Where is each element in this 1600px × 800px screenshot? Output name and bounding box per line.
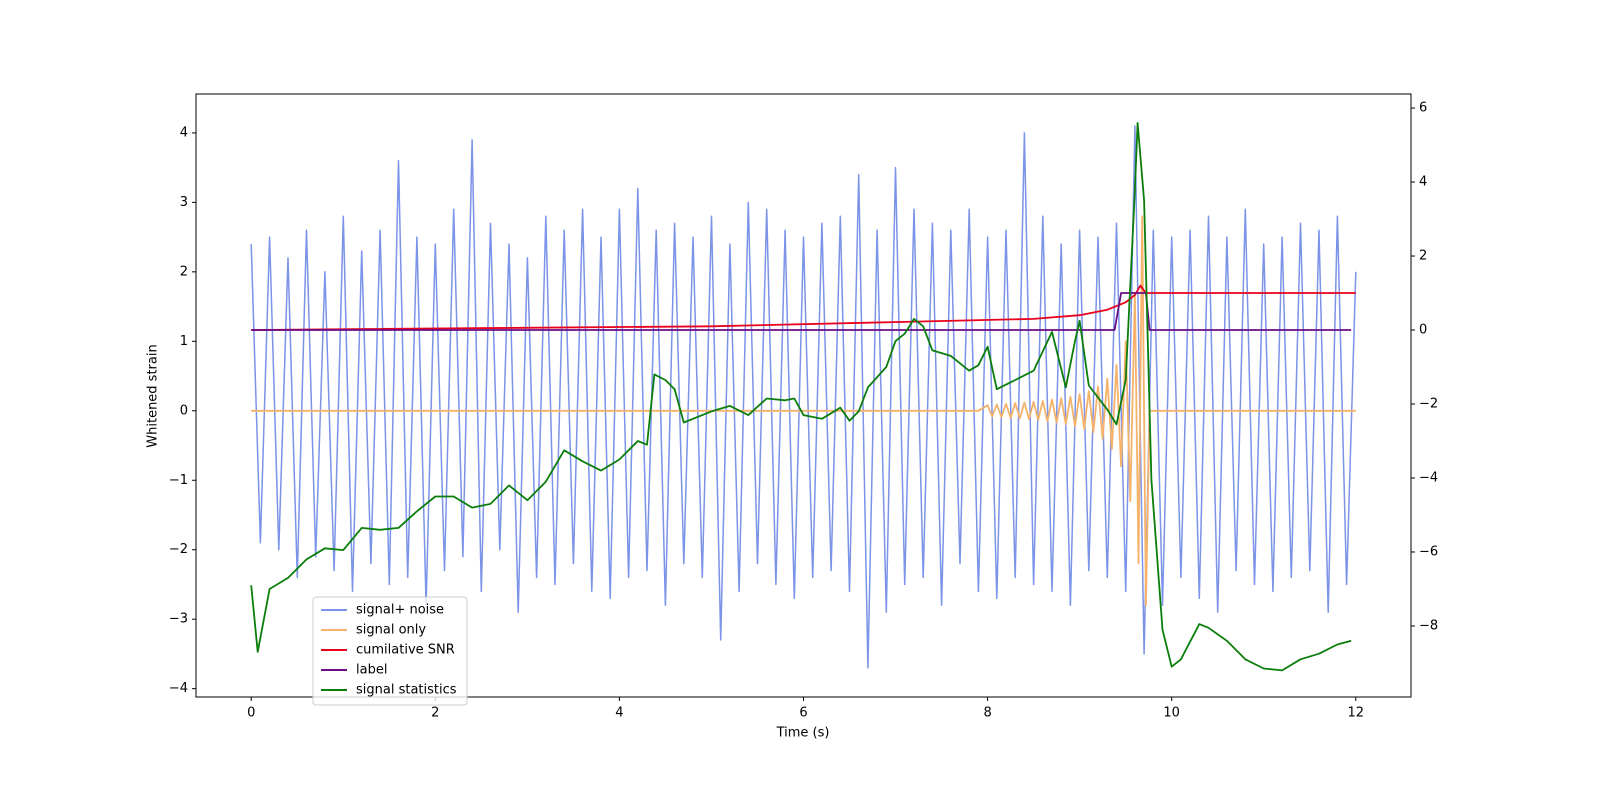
series-line — [251, 215, 1356, 607]
y-tick-label: 0 — [180, 403, 188, 418]
y-tick-label: −2 — [169, 542, 188, 557]
y2-tick-label: 0 — [1419, 323, 1427, 338]
x-tick-label: 4 — [615, 706, 623, 721]
legend-label: label — [356, 663, 387, 678]
series-line — [251, 284, 1356, 331]
legend-label: cumilative SNR — [356, 643, 455, 658]
legend-label: signal+ noise — [356, 603, 444, 618]
y-tick-label: −3 — [169, 612, 188, 627]
series-line — [251, 292, 1352, 331]
x-axis-label: Time (s) — [776, 726, 830, 741]
legend-label: signal statistics — [356, 683, 457, 698]
y-tick-label: −1 — [169, 473, 188, 488]
x-tick-label: 6 — [799, 706, 807, 721]
series-line — [250, 122, 1352, 672]
series-line — [250, 125, 1357, 669]
x-tick-label: 8 — [983, 706, 991, 721]
x-tick-label: 0 — [247, 706, 255, 721]
y2-tick-label: −4 — [1419, 470, 1438, 485]
y2-tick-label: −6 — [1419, 544, 1438, 559]
y2-tick-label: 2 — [1419, 249, 1427, 264]
y-tick-label: 4 — [180, 125, 188, 140]
legend-label: signal only — [356, 623, 426, 638]
legend-box — [312, 596, 468, 706]
x-tick-label: 12 — [1347, 706, 1364, 721]
y-tick-label: 2 — [180, 264, 188, 279]
y2-tick-label: 4 — [1419, 175, 1427, 190]
y-tick-label: −4 — [169, 681, 188, 696]
y2-tick-label: 6 — [1419, 101, 1427, 116]
x-tick-label: 10 — [1163, 706, 1180, 721]
y-tick-label: 3 — [180, 195, 188, 210]
y2-tick-label: −2 — [1419, 397, 1438, 412]
y-tick-label: 1 — [180, 334, 188, 349]
y2-tick-label: −8 — [1419, 618, 1438, 633]
x-tick-label: 2 — [431, 706, 439, 721]
y-axis-label: Whitened strain — [146, 344, 161, 447]
